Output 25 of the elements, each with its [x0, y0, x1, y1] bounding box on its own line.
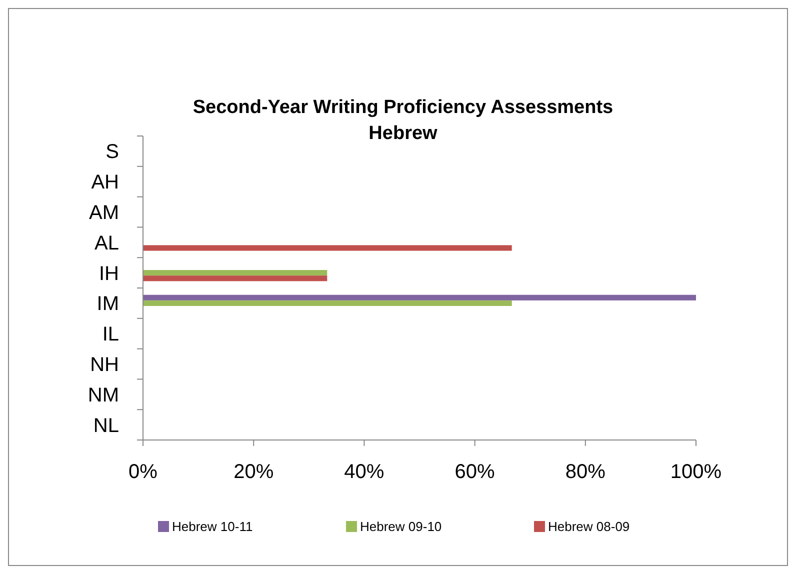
x-tick-label: 60% [454, 461, 496, 483]
bar [143, 270, 328, 276]
bar [143, 245, 512, 251]
y-tick-label: NL [93, 414, 119, 437]
y-tick-label: NH [90, 354, 119, 376]
y-tick-label: NM [88, 384, 119, 406]
x-tick-label: 40% [344, 461, 384, 483]
legend-label: Hebrew 08-09 [548, 519, 630, 534]
legend-label: Hebrew 09-10 [360, 519, 442, 534]
x-tick-label: 80% [565, 461, 606, 483]
y-tick-label: IH [99, 262, 119, 285]
y-tick-label: AL [94, 232, 119, 254]
y-tick-label: S [106, 141, 119, 164]
x-tick-label: 100% [670, 461, 722, 483]
y-tick-label: AM [89, 202, 119, 224]
bar [143, 300, 512, 306]
y-tick-label: IL [102, 324, 119, 346]
bar [143, 294, 696, 300]
x-tick-label: 20% [234, 461, 274, 483]
y-tick-label: IM [96, 293, 119, 316]
x-tick-label: 0% [128, 461, 158, 483]
chart-title: Second-Year Writing Proficiency Assessments Hebrew [192, 97, 614, 144]
legend-label: Hebrew 10-11 [172, 519, 253, 534]
y-tick-label: AH [91, 172, 119, 194]
bar [143, 276, 328, 282]
